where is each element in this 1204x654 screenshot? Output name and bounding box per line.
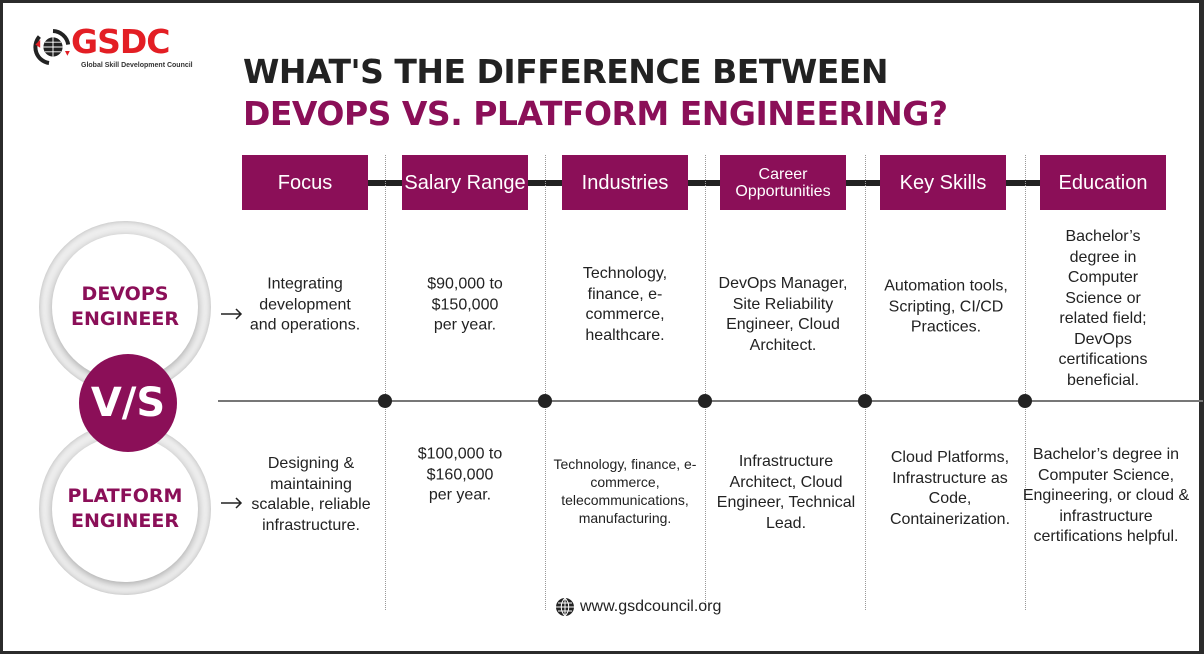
vs-badge: V/S bbox=[79, 354, 177, 452]
devops-industries: Technology, finance, e-commerce, healthc… bbox=[582, 265, 668, 344]
divider-dot bbox=[1018, 394, 1032, 408]
header-salary: Salary Range bbox=[402, 155, 528, 210]
platform-skills: Cloud Platforms, Infrastructure as Code,… bbox=[889, 449, 1011, 528]
platform-industries: Technology, finance, e-commerce, telecom… bbox=[553, 456, 697, 526]
arrow-right-icon bbox=[221, 308, 243, 320]
website-link[interactable]: www.gsdcouncil.org bbox=[580, 598, 722, 615]
header-education: Education bbox=[1040, 155, 1166, 210]
platform-career: Infrastructure Architect, Cloud Engineer… bbox=[716, 453, 856, 532]
divider-dot bbox=[858, 394, 872, 408]
platform-education: Bachelor’s degree in Computer Science, E… bbox=[1022, 445, 1190, 545]
header-connector-line bbox=[293, 180, 1113, 186]
header-focus: Focus bbox=[242, 155, 368, 210]
globe-icon bbox=[556, 597, 574, 617]
divider-dot bbox=[378, 394, 392, 408]
column-divider bbox=[385, 155, 386, 610]
platform-engineer-circle: PLATFORM ENGINEER bbox=[52, 436, 198, 582]
platform-salary: $100,000 to $160,000 per year. bbox=[417, 445, 503, 504]
logo-tagline: Global Skill Development Council bbox=[81, 62, 193, 69]
header-career: Career Opportunities bbox=[720, 155, 846, 210]
devops-career: DevOps Manager, Site Reliability Enginee… bbox=[718, 275, 848, 354]
platform-engineer-label: PLATFORM ENGINEER bbox=[67, 485, 183, 532]
arrow-right-icon bbox=[221, 497, 243, 509]
title-line2: DEVOPS VS. PLATFORM ENGINEERING? bbox=[243, 94, 948, 133]
devops-skills: Automation tools, Scripting, CI/CD Pract… bbox=[884, 277, 1008, 336]
title-line1: WHAT'S THE DIFFERENCE BETWEEN bbox=[243, 52, 888, 91]
devops-focus: Integrating development and operations. bbox=[249, 275, 361, 334]
platform-focus: Designing & maintaining scalable, reliab… bbox=[251, 455, 371, 534]
footer: www.gsdcouncil.org bbox=[555, 597, 721, 617]
column-divider bbox=[1025, 155, 1026, 610]
divider-dot bbox=[538, 394, 552, 408]
globe-logo-icon bbox=[33, 29, 71, 65]
header-skills: Key Skills bbox=[880, 155, 1006, 210]
column-divider bbox=[545, 155, 546, 610]
header-industries: Industries bbox=[562, 155, 688, 210]
devops-education: Bachelor’s degree in Computer Science or… bbox=[1058, 228, 1148, 389]
devops-engineer-label: DEVOPS ENGINEER bbox=[70, 283, 180, 330]
infographic: GSDC Global Skill Development Council WH… bbox=[3, 3, 1203, 651]
column-divider bbox=[865, 155, 866, 610]
logo-name: GSDC bbox=[71, 22, 170, 61]
divider-dot bbox=[698, 394, 712, 408]
column-divider bbox=[705, 155, 706, 610]
devops-salary: $90,000 to $150,000 per year. bbox=[427, 275, 503, 334]
